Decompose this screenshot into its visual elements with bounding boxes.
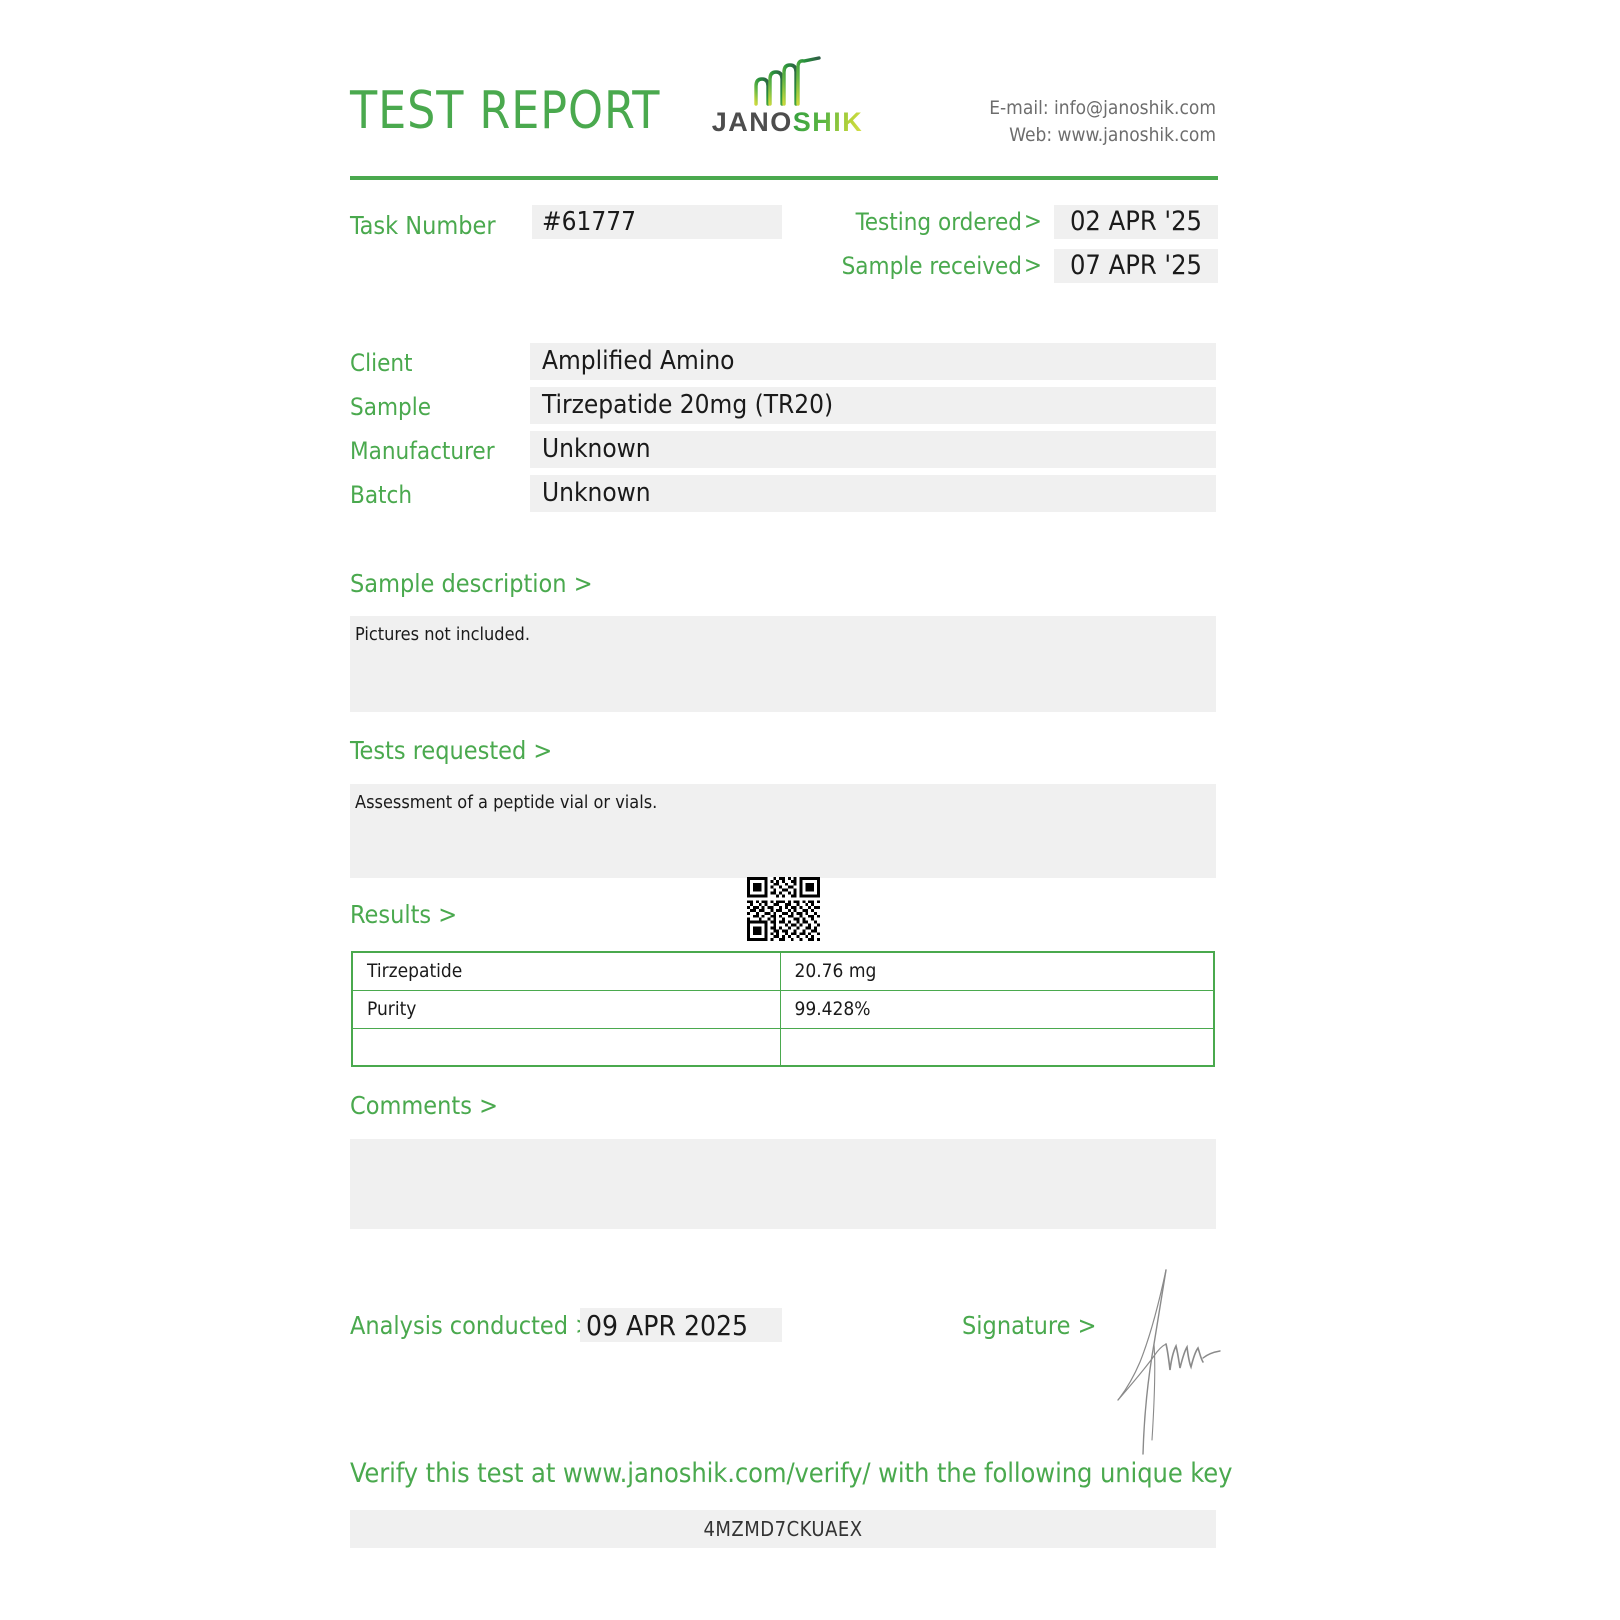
handwritten-signature-icon [1096,1258,1226,1458]
logo-wordmark: JANOSHIK [705,107,870,138]
web-line: Web: www.janoshik.com [1009,124,1216,146]
page-title: TEST REPORT [350,81,661,141]
table-row [351,1027,1215,1067]
sample-description-title: Sample description > [350,569,593,598]
contact-block: E-mail: info@janoshik.com Web: www.janos… [989,95,1216,149]
analysis-conducted-label: Analysis conducted > [350,1311,595,1340]
sample-received-label: Sample received [841,252,1022,280]
batch-value: Unknown [542,478,651,508]
unique-key-field-bg [350,1510,1216,1548]
sample-received-caret: > [1023,251,1042,279]
results-table: Tirzepatide 20.76 mg Purity 99.428% [351,951,1215,1067]
analysis-conducted-value: 09 APR 2025 [586,1309,749,1342]
testing-ordered-caret: > [1023,207,1042,235]
manufacturer-label: Manufacturer [350,437,495,465]
manufacturer-field-bg [530,431,1216,468]
result-value [779,1027,1215,1067]
unique-key-value: 4MZMD7CKUAEX [703,1517,863,1541]
info-row-sample: Sample Tirzepatide 20mg (TR20) [350,387,1216,424]
manufacturer-value: Unknown [542,434,651,464]
logo-text-shik: SHIK [792,107,864,137]
ascending-bars-icon [753,55,823,107]
result-key [351,1027,781,1067]
tests-requested-title: Tests requested > [350,736,553,765]
batch-label: Batch [350,481,413,509]
email-line: E-mail: info@janoshik.com [989,97,1216,119]
sample-description-box [350,616,1216,712]
table-row: Purity 99.428% [351,989,1215,1029]
task-and-dates-row: Task Number #61777 Testing ordered > 02 … [350,205,1218,285]
tests-requested-box [350,784,1216,878]
client-field-bg [530,343,1216,380]
sample-received-field-bg [1054,249,1218,283]
comments-title: Comments > [350,1091,498,1120]
header-divider [350,176,1218,180]
tests-requested-text: Assessment of a peptide vial or vials. [355,792,658,813]
table-row: Tirzepatide 20.76 mg [351,951,1215,991]
testing-ordered-value: 02 APR '25 [1069,206,1203,237]
batch-field-bg [530,475,1216,512]
sample-description-text: Pictures not included. [355,624,530,645]
signature-label: Signature > [962,1311,1097,1340]
client-value: Amplified Amino [542,346,735,376]
sample-info-block: Client Amplified Amino Sample Tirzepatid… [350,343,1216,519]
info-row-client: Client Amplified Amino [350,343,1216,380]
document-header: TEST REPORT [350,55,1216,165]
sample-value: Tirzepatide 20mg (TR20) [542,390,834,420]
client-label: Client [350,349,413,377]
info-row-batch: Batch Unknown [350,475,1216,512]
sample-field-bg [530,387,1216,424]
testing-ordered-label: Testing ordered [855,208,1022,236]
comments-box [350,1139,1216,1229]
verify-instructions: Verify this test at www.janoshik.com/ver… [350,1458,1233,1489]
result-key: Tirzepatide [351,951,781,991]
logo-text-jano: JANO [711,107,793,137]
info-row-manufacturer: Manufacturer Unknown [350,431,1216,468]
testing-ordered-field-bg [1054,205,1218,239]
results-title: Results > [350,900,458,929]
verification-qr-code [747,877,820,941]
task-number-label: Task Number [350,211,496,240]
result-key: Purity [351,989,781,1029]
result-value: 99.428% [779,989,1215,1029]
result-value: 20.76 mg [779,951,1215,991]
task-number-value: #61777 [542,207,636,237]
task-number-field-bg [532,205,782,239]
sample-label: Sample [350,393,431,421]
analysis-conducted-field-bg [580,1308,782,1342]
sample-received-value: 07 APR '25 [1069,250,1203,281]
janoshik-logo: JANOSHIK [705,55,870,155]
